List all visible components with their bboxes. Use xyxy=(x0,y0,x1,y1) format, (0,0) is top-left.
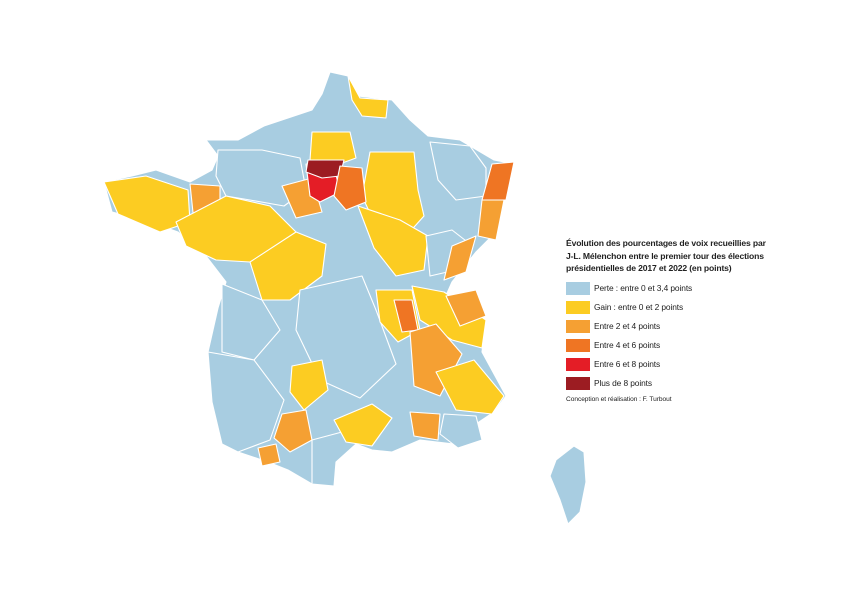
credit-text: Conception et réalisation : F. Turbout xyxy=(566,395,672,403)
map-region-provence xyxy=(435,359,505,415)
map-region-herault-gard xyxy=(333,403,393,447)
map-region-doubs xyxy=(443,235,477,281)
map-region-nord-gain xyxy=(347,75,389,119)
legend-item-4-6: Entre 4 et 6 points xyxy=(566,338,781,352)
legend-swatch-perte xyxy=(566,281,590,295)
legend-label-8-plus: Plus de 8 points xyxy=(594,378,652,389)
map-region-pyrenees-atlantiques xyxy=(257,443,281,467)
legend-item-8-plus: Plus de 8 points xyxy=(566,376,781,390)
map-region-lot-garonne xyxy=(289,359,329,411)
legend-title: Évolution des pourcentages de voix recue… xyxy=(566,237,781,275)
legend-title-line-2: J-L. Mélenchon entre le premier tour des… xyxy=(566,250,764,261)
legend-title-line-1: Évolution des pourcentages de voix recue… xyxy=(566,238,766,248)
map-region-picardie-south xyxy=(309,131,357,167)
map-region-burgundy xyxy=(357,205,429,277)
legend-swatch-4-6 xyxy=(566,338,590,352)
map-region-corse xyxy=(549,445,587,525)
map-region-bouches-du-rhone xyxy=(409,411,441,441)
map-region-southwest xyxy=(207,351,285,453)
map-region-west-center xyxy=(221,283,281,361)
map-region-var xyxy=(439,413,483,449)
legend: Évolution des pourcentages de voix recue… xyxy=(566,237,781,403)
legend-swatch-8-plus xyxy=(566,376,590,390)
legend-swatch-6-8 xyxy=(566,357,590,371)
map-region-haute-garonne xyxy=(273,409,313,453)
map-region-haut-rhin xyxy=(477,199,505,241)
legend-label-perte: Perte : entre 0 et 3,4 points xyxy=(594,283,693,294)
map-region-seine-et-marne xyxy=(333,165,367,211)
legend-item-2-4: Entre 2 et 4 points xyxy=(566,319,781,333)
legend-item-gain-0-2: Gain : entre 0 et 2 points xyxy=(566,300,781,314)
legend-label-gain-0-2: Gain : entre 0 et 2 points xyxy=(594,302,684,313)
legend-title-line-3: présidentielles de 2017 et 2022 (en poin… xyxy=(566,263,732,274)
legend-item-6-8: Entre 6 et 8 points xyxy=(566,357,781,371)
legend-item-perte: Perte : entre 0 et 3,4 points xyxy=(566,281,781,295)
map-region-ain-savoie xyxy=(411,285,487,349)
map-region-val-doise xyxy=(305,159,345,179)
map-region-normandie xyxy=(215,149,307,207)
map-region-alsace xyxy=(481,161,515,201)
legend-label-2-4: Entre 2 et 4 points xyxy=(594,321,661,332)
legend-label-6-8: Entre 6 et 8 points xyxy=(594,359,661,370)
legend-swatch-gain-0-2 xyxy=(566,300,590,314)
legend-swatch-2-4 xyxy=(566,319,590,333)
map-region-haute-savoie xyxy=(445,289,487,327)
legend-label-4-6: Entre 4 et 6 points xyxy=(594,340,661,351)
